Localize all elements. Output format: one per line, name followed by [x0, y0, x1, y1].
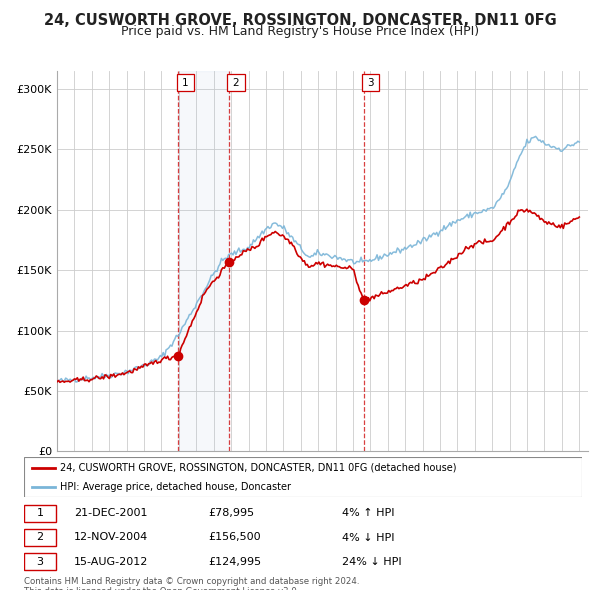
FancyBboxPatch shape: [176, 74, 194, 91]
Text: Contains HM Land Registry data © Crown copyright and database right 2024.
This d: Contains HM Land Registry data © Crown c…: [24, 577, 359, 590]
FancyBboxPatch shape: [24, 457, 582, 497]
Bar: [178, 71, 229, 451]
FancyBboxPatch shape: [227, 74, 245, 91]
Text: 4% ↓ HPI: 4% ↓ HPI: [342, 533, 395, 542]
Text: 1: 1: [182, 78, 188, 88]
Text: HPI: Average price, detached house, Doncaster: HPI: Average price, detached house, Donc…: [60, 482, 291, 492]
Text: £124,995: £124,995: [208, 556, 261, 566]
Text: 4% ↑ HPI: 4% ↑ HPI: [342, 509, 395, 519]
Text: 24, CUSWORTH GROVE, ROSSINGTON, DONCASTER, DN11 0FG (detached house): 24, CUSWORTH GROVE, ROSSINGTON, DONCASTE…: [60, 463, 457, 473]
FancyBboxPatch shape: [24, 553, 56, 570]
Text: £78,995: £78,995: [208, 509, 254, 519]
Text: 15-AUG-2012: 15-AUG-2012: [74, 556, 149, 566]
FancyBboxPatch shape: [24, 529, 56, 546]
Text: 3: 3: [37, 556, 44, 566]
Text: 2: 2: [232, 78, 239, 88]
Text: Price paid vs. HM Land Registry's House Price Index (HPI): Price paid vs. HM Land Registry's House …: [121, 25, 479, 38]
Text: 24, CUSWORTH GROVE, ROSSINGTON, DONCASTER, DN11 0FG: 24, CUSWORTH GROVE, ROSSINGTON, DONCASTE…: [44, 13, 556, 28]
Text: 24% ↓ HPI: 24% ↓ HPI: [342, 556, 401, 566]
Text: 12-NOV-2004: 12-NOV-2004: [74, 533, 148, 542]
Text: 1: 1: [37, 509, 44, 519]
Text: 21-DEC-2001: 21-DEC-2001: [74, 509, 148, 519]
FancyBboxPatch shape: [24, 505, 56, 522]
FancyBboxPatch shape: [362, 74, 379, 91]
Text: 3: 3: [367, 78, 374, 88]
Text: 2: 2: [37, 533, 44, 542]
Text: £156,500: £156,500: [208, 533, 261, 542]
